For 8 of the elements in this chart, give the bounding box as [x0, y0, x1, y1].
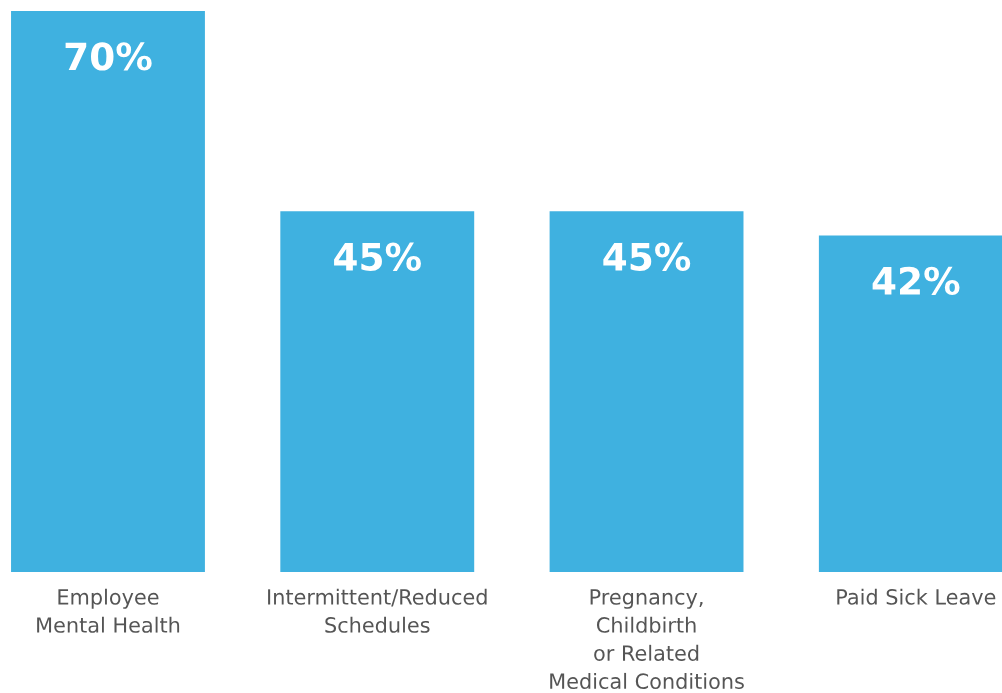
x-tick-label: Intermittent/Reduced Schedules [268, 588, 487, 633]
x-tick-label: Paid Sick Leave [837, 588, 996, 605]
data-label: 45% [334, 242, 421, 271]
x-tick-label: Employee Mental Health [37, 588, 180, 633]
data-label: 70% [65, 42, 152, 71]
data-label: 45% [603, 242, 691, 271]
data-label: 42% [872, 266, 960, 295]
x-tick-label: Pregnancy, Childbirth or Related Medical Conditions [550, 589, 744, 690]
